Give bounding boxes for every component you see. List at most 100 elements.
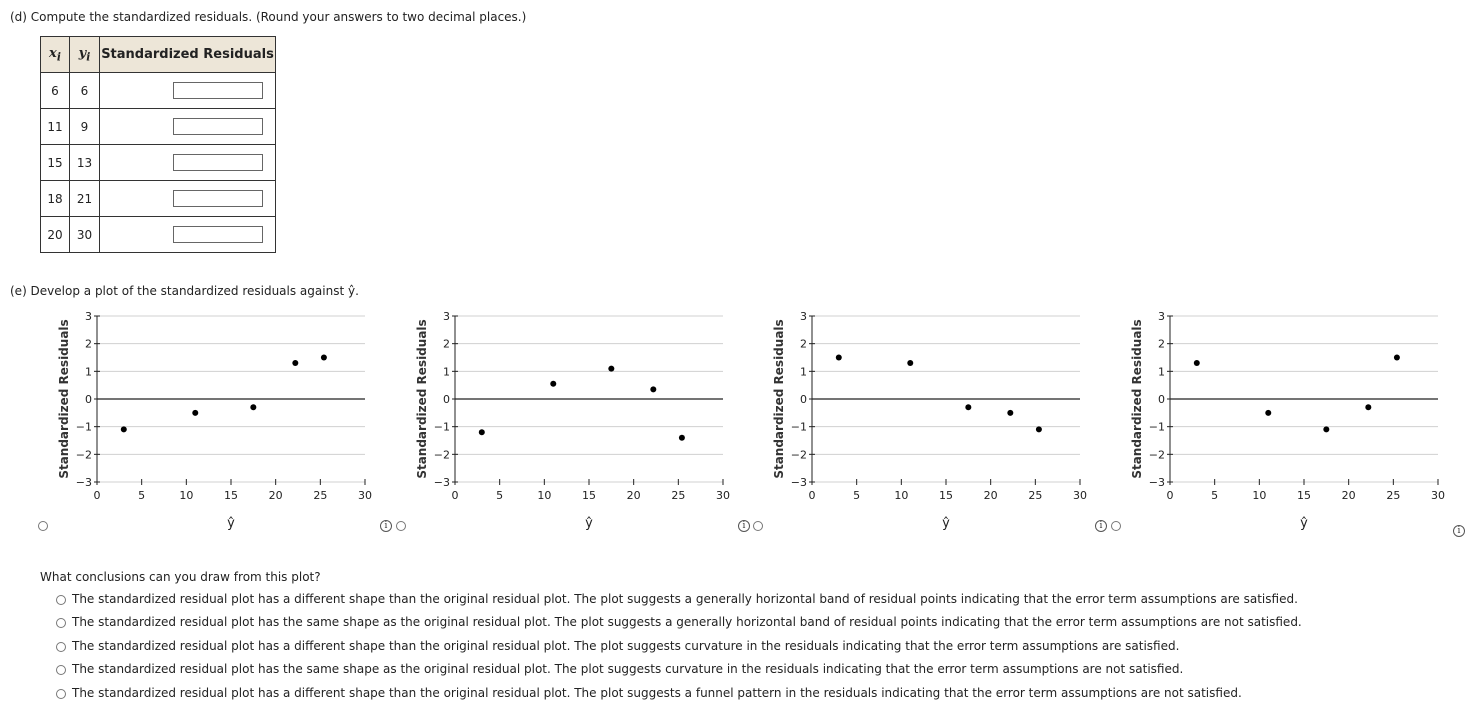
y-tick-label: 2: [1158, 338, 1165, 351]
x-tick-label: 10: [179, 489, 193, 502]
y-tick-label: 2: [800, 338, 807, 351]
y-tick-label: 3: [800, 310, 807, 323]
data-point: [965, 404, 972, 411]
y-tick-label: 1: [800, 365, 807, 378]
y-tick-label: 1: [85, 365, 92, 378]
plot-1-info-icon[interactable]: i: [380, 520, 392, 532]
table-row: 11 9: [40, 108, 276, 145]
data-point: [678, 434, 685, 441]
y-axis-label: Standardized Residuals: [1130, 319, 1144, 478]
cell-x: 11: [40, 108, 70, 145]
table-row: 20 30: [40, 216, 276, 253]
plot-3-info-icon[interactable]: i: [1095, 520, 1107, 532]
x-tick-label: 30: [1073, 489, 1087, 502]
x-axis-label: ŷ: [1300, 516, 1308, 531]
x-tick-label: 20: [984, 489, 998, 502]
residual-input[interactable]: [172, 118, 263, 135]
x-tick-label: 15: [224, 489, 238, 502]
x-axis-label: ŷ: [585, 516, 593, 531]
x-tick-label: 20: [1342, 489, 1356, 502]
data-point: [120, 426, 127, 433]
plot-4-info-icon[interactable]: i: [1453, 525, 1465, 537]
data-point: [192, 409, 199, 416]
x-axis-label: ŷ: [942, 516, 950, 531]
conclusion-option-4-label[interactable]: The standardized residual plot has the s…: [72, 662, 1184, 676]
data-point: [478, 429, 485, 436]
x-tick-label: 30: [1431, 489, 1445, 502]
data-point: [292, 360, 299, 367]
data-point: [1035, 426, 1042, 433]
residual-input[interactable]: [172, 226, 263, 243]
conclusions-question: What conclusions can you draw from this …: [40, 570, 321, 584]
x-tick-label: 10: [1252, 489, 1266, 502]
conclusion-option-5-radio[interactable]: [56, 689, 66, 699]
plot-option-3-radio[interactable]: [753, 521, 763, 531]
x-tick-label: 5: [138, 489, 145, 502]
data-point: [608, 365, 615, 372]
x-tick-label: 0: [1167, 489, 1174, 502]
y-tick-label: −2: [434, 448, 450, 461]
plot-option-2-radio[interactable]: [396, 521, 406, 531]
conclusion-option-2-radio[interactable]: [56, 618, 66, 628]
table-row: 18 21: [40, 180, 276, 217]
y-tick-label: −3: [791, 476, 807, 489]
x-axis-label: ŷ: [227, 516, 235, 531]
data-point: [550, 380, 557, 387]
data-point: [1265, 409, 1272, 416]
y-tick-label: −3: [434, 476, 450, 489]
x-tick-label: 25: [1386, 489, 1400, 502]
conclusion-option-3-radio[interactable]: [56, 642, 66, 652]
y-tick-label: 3: [1158, 310, 1165, 323]
cell-y: 21: [69, 180, 100, 217]
table-row: 6 6: [40, 72, 276, 109]
plot-option-4-radio[interactable]: [1111, 521, 1121, 531]
data-point: [907, 360, 914, 367]
cell-x: 18: [40, 180, 70, 217]
plot-2-info-icon[interactable]: i: [738, 520, 750, 532]
y-tick-label: 0: [800, 393, 807, 406]
y-tick-label: 2: [85, 338, 92, 351]
y-tick-label: −2: [1149, 448, 1165, 461]
x-tick-label: 20: [627, 489, 641, 502]
y-tick-label: 3: [85, 310, 92, 323]
conclusion-option-1-radio[interactable]: [56, 595, 66, 605]
cell-y: 30: [69, 216, 100, 253]
data-point: [1007, 409, 1014, 416]
conclusion-option-5-label[interactable]: The standardized residual plot has a dif…: [72, 686, 1242, 700]
x-tick-label: 15: [939, 489, 953, 502]
y-tick-label: −1: [434, 421, 450, 434]
table-row: 15 13: [40, 144, 276, 181]
x-tick-label: 0: [94, 489, 101, 502]
residual-cell: [99, 72, 276, 109]
residual-input[interactable]: [172, 82, 263, 99]
x-tick-label: 30: [358, 489, 372, 502]
conclusion-option-3-label[interactable]: The standardized residual plot has a dif…: [72, 639, 1180, 653]
y-tick-label: −1: [791, 421, 807, 434]
x-tick-label: 10: [537, 489, 551, 502]
conclusion-option-1-label[interactable]: The standardized residual plot has a dif…: [72, 592, 1298, 606]
data-point: [1323, 426, 1330, 433]
conclusion-option-2-label[interactable]: The standardized residual plot has the s…: [72, 615, 1302, 629]
data-point: [835, 354, 842, 361]
table-header-row: xi yi Standardized Residuals: [40, 36, 276, 73]
residual-input[interactable]: [172, 154, 263, 171]
x-tick-label: 5: [1211, 489, 1218, 502]
x-tick-label: 15: [582, 489, 596, 502]
residual-cell: [99, 180, 276, 217]
y-tick-label: 3: [443, 310, 450, 323]
residual-input[interactable]: [172, 190, 263, 207]
data-point: [1393, 354, 1400, 361]
residual-cell: [99, 144, 276, 181]
x-tick-label: 10: [894, 489, 908, 502]
residual-cell: [99, 216, 276, 253]
conclusion-option-4-radio[interactable]: [56, 665, 66, 675]
col-header-standardized-residuals: Standardized Residuals: [99, 36, 276, 73]
plot-option-1-radio[interactable]: [38, 521, 48, 531]
y-axis-label: Standardized Residuals: [57, 319, 71, 478]
y-tick-label: 2: [443, 338, 450, 351]
y-tick-label: 0: [443, 393, 450, 406]
data-point: [650, 386, 657, 393]
x-tick-label: 5: [853, 489, 860, 502]
y-tick-label: 1: [443, 365, 450, 378]
